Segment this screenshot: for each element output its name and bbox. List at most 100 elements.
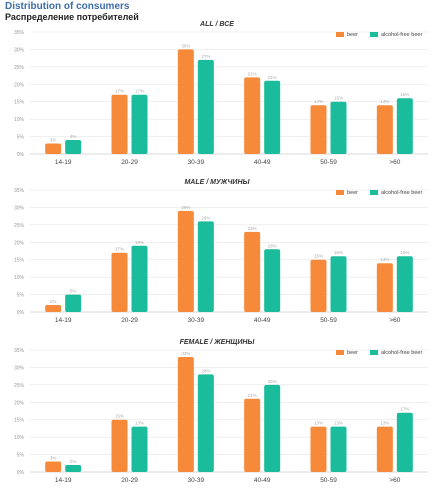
y-tick-label: 25% <box>14 223 25 229</box>
x-tick-label: 50-59 <box>320 159 337 166</box>
bar-alcohol-free <box>197 59 214 155</box>
x-tick-label: 30-39 <box>188 317 205 324</box>
data-label: 33% <box>181 351 190 356</box>
chart-title: MALE / МУЖЧИНЫ <box>184 179 250 186</box>
bar-alcohol-free <box>65 294 82 312</box>
chart-male: MALE / МУЖЧИНЫ 0% 5% 10% 15% 20% 25% 30% 35% 2% 5%… <box>14 179 428 324</box>
data-label: 22% <box>248 71 257 76</box>
y-tick-label: 10% <box>14 435 25 441</box>
y-tick-label: 5% <box>17 293 25 299</box>
legend-label-beer: beer <box>347 350 358 356</box>
x-tick-label: 14-19 <box>55 317 72 324</box>
data-label: 21% <box>268 75 277 80</box>
data-label: 14% <box>380 99 389 104</box>
bar-alcohol-free <box>65 140 82 154</box>
bar-beer <box>45 461 62 472</box>
y-tick-label: 35% <box>14 348 25 354</box>
legend-swatch-beer <box>336 350 344 355</box>
data-label: 5% <box>70 289 77 294</box>
bar-beer <box>177 356 194 472</box>
bar-beer <box>310 426 327 472</box>
y-tick-label: 25% <box>14 383 25 389</box>
bar-alcohol-free <box>396 98 413 154</box>
data-label: 13% <box>334 421 343 426</box>
data-label: 19% <box>135 240 144 245</box>
bar-beer <box>376 105 393 154</box>
bar-beer <box>310 259 327 312</box>
x-tick-label: >60 <box>389 159 400 166</box>
legend-label-beer: beer <box>347 32 358 38</box>
x-tick-label: 50-59 <box>320 477 337 484</box>
x-tick-label: 30-39 <box>188 477 205 484</box>
x-tick-label: 20-29 <box>121 477 138 484</box>
x-tick-label: 40-49 <box>254 159 271 166</box>
y-tick-label: 30% <box>14 205 25 211</box>
y-tick-label: 20% <box>14 240 25 246</box>
data-label: 16% <box>400 92 409 97</box>
bar-beer <box>244 398 261 472</box>
chart-panel-female: FEMALE / ЖЕНЩИНЫ 0% 5% 10% 15% 20% 25% 30% 35% 3%… <box>0 338 434 498</box>
data-label: 3% <box>50 456 57 461</box>
data-label: 16% <box>334 250 343 255</box>
bar-beer <box>111 94 128 154</box>
data-label: 30% <box>181 43 190 48</box>
data-label: 14% <box>314 99 323 104</box>
bar-alcohol-free <box>330 101 347 154</box>
legend-label-alcohol-free: alcohol-free beer <box>381 350 422 356</box>
y-tick-label: 30% <box>14 365 25 371</box>
y-tick-label: 25% <box>14 65 25 71</box>
y-tick-label: 15% <box>14 258 25 264</box>
bar-alcohol-free <box>330 256 347 312</box>
y-tick-label: 15% <box>14 418 25 424</box>
y-tick-label: 0% <box>17 152 25 158</box>
bar-alcohol-free <box>396 256 413 312</box>
bar-alcohol-free <box>264 249 281 312</box>
bar-alcohol-free <box>396 412 413 472</box>
bar-beer <box>376 426 393 472</box>
bar-alcohol-free <box>131 245 148 312</box>
chart-all: ALL / ВСЕ 0% 5% 10% 15% 20% 25% 30% 35% 3% 4% 14-19… <box>14 21 428 166</box>
x-tick-label: >60 <box>389 477 400 484</box>
data-label: 26% <box>201 215 210 220</box>
bar-alcohol-free <box>264 80 281 154</box>
bar-beer <box>177 210 194 312</box>
data-label: 15% <box>314 254 323 259</box>
legend-swatch-alcohol-free <box>370 32 378 37</box>
data-label: 4% <box>70 134 77 139</box>
chart-female: FEMALE / ЖЕНЩИНЫ 0% 5% 10% 15% 20% 25% 30% 35% 3%… <box>14 339 428 484</box>
data-label: 21% <box>248 393 257 398</box>
x-tick-label: 20-29 <box>121 159 138 166</box>
bar-alcohol-free <box>264 384 281 472</box>
bar-beer <box>111 419 128 472</box>
y-tick-label: 20% <box>14 400 25 406</box>
bar-alcohol-free <box>197 374 214 472</box>
data-label: 27% <box>201 54 210 59</box>
y-tick-label: 20% <box>14 82 25 88</box>
bar-beer <box>310 105 327 154</box>
data-label: 13% <box>135 421 144 426</box>
chart-panel-male: MALE / МУЖЧИНЫ 0% 5% 10% 15% 20% 25% 30% 35% 2% 5%… <box>0 178 434 338</box>
data-label: 17% <box>400 407 409 412</box>
bar-alcohol-free <box>197 221 214 312</box>
x-tick-label: 50-59 <box>320 317 337 324</box>
bar-beer <box>177 49 194 154</box>
legend-label-alcohol-free: alcohol-free beer <box>381 190 422 196</box>
x-tick-label: >60 <box>389 317 400 324</box>
data-label: 18% <box>268 243 277 248</box>
data-label: 17% <box>135 89 144 94</box>
bar-beer <box>45 143 62 154</box>
y-tick-label: 35% <box>14 30 25 36</box>
legend-swatch-beer <box>336 32 344 37</box>
data-label: 16% <box>400 250 409 255</box>
bar-alcohol-free <box>330 426 347 472</box>
x-tick-label: 14-19 <box>55 159 72 166</box>
data-label: 2% <box>70 459 77 464</box>
data-label: 15% <box>115 414 124 419</box>
data-label: 15% <box>334 96 343 101</box>
y-tick-label: 15% <box>14 100 25 106</box>
bar-beer <box>376 263 393 312</box>
data-label: 14% <box>380 257 389 262</box>
y-tick-label: 5% <box>17 453 25 459</box>
bar-alcohol-free <box>131 94 148 154</box>
chart-title: FEMALE / ЖЕНЩИНЫ <box>180 339 256 346</box>
